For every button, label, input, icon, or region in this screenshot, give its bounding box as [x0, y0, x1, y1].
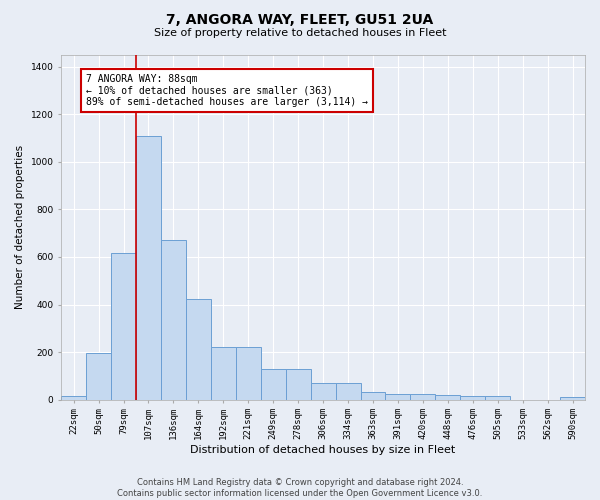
- Bar: [61, 396, 86, 400]
- Bar: [385, 394, 410, 400]
- Bar: [136, 136, 161, 400]
- Bar: [460, 396, 485, 400]
- Text: Size of property relative to detached houses in Fleet: Size of property relative to detached ho…: [154, 28, 446, 38]
- Bar: [211, 348, 236, 400]
- Text: Contains HM Land Registry data © Crown copyright and database right 2024.
Contai: Contains HM Land Registry data © Crown c…: [118, 478, 482, 498]
- Y-axis label: Number of detached properties: Number of detached properties: [15, 145, 25, 310]
- Bar: [335, 383, 361, 400]
- Bar: [485, 396, 510, 400]
- Bar: [186, 298, 211, 400]
- Text: 7 ANGORA WAY: 88sqm
← 10% of detached houses are smaller (363)
89% of semi-detac: 7 ANGORA WAY: 88sqm ← 10% of detached ho…: [86, 74, 368, 107]
- Text: 7, ANGORA WAY, FLEET, GU51 2UA: 7, ANGORA WAY, FLEET, GU51 2UA: [166, 12, 434, 26]
- Bar: [286, 368, 311, 400]
- Bar: [161, 240, 186, 400]
- Bar: [560, 397, 585, 400]
- Bar: [410, 394, 436, 400]
- Bar: [436, 395, 460, 400]
- X-axis label: Distribution of detached houses by size in Fleet: Distribution of detached houses by size …: [190, 445, 456, 455]
- Bar: [111, 254, 136, 400]
- Bar: [361, 392, 385, 400]
- Bar: [261, 368, 286, 400]
- Bar: [236, 348, 261, 400]
- Bar: [311, 383, 335, 400]
- Bar: [86, 353, 111, 400]
